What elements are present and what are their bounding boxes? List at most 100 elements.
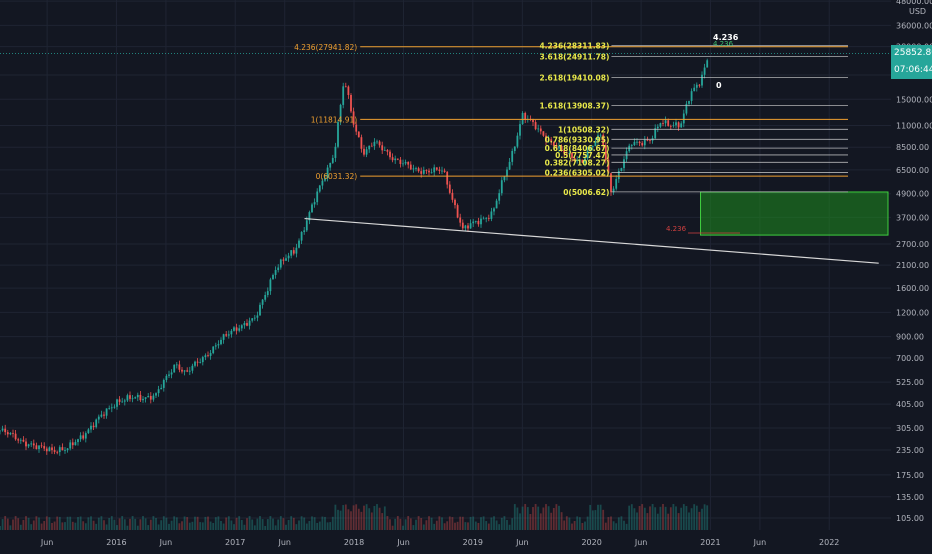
- candle-body: [420, 171, 423, 174]
- candle-body: [402, 163, 404, 165]
- volume-bar: [521, 506, 524, 530]
- volume-bar: [259, 516, 261, 530]
- candle-body: [144, 397, 147, 399]
- candle-body: [165, 375, 168, 380]
- candle-body: [238, 328, 241, 331]
- candle-body: [360, 137, 363, 149]
- volume-bar: [399, 518, 402, 530]
- candle-body: [6, 432, 9, 435]
- volume-bar: [235, 517, 238, 530]
- candle-body: [659, 123, 662, 127]
- candle-body: [404, 161, 407, 164]
- candle-body: [134, 397, 137, 399]
- candle-body: [95, 419, 98, 428]
- fib-level-label: 3.618(24911.78): [539, 52, 609, 61]
- volume-bar: [532, 507, 534, 530]
- candle-body: [656, 126, 659, 129]
- y-tick-label: 15000.00: [896, 95, 932, 104]
- candle-body: [638, 141, 641, 144]
- volume-bar: [568, 517, 571, 530]
- volume-bar: [222, 523, 225, 530]
- volume-bar: [381, 513, 384, 530]
- volume-bar: [490, 517, 493, 530]
- volume-bar: [298, 520, 300, 530]
- volume-bar: [84, 523, 87, 530]
- candle-body: [248, 320, 251, 326]
- candle-body: [490, 211, 493, 219]
- volume-bar: [493, 516, 495, 530]
- volume-bar: [92, 520, 95, 530]
- candle-body: [381, 145, 384, 151]
- volume-bar: [641, 504, 644, 530]
- candle-body: [425, 170, 428, 171]
- volume-bar: [97, 517, 100, 530]
- volume-bar: [69, 516, 72, 530]
- volume-bar: [485, 521, 488, 530]
- volume-bar: [675, 506, 677, 530]
- candle-body: [225, 334, 228, 336]
- volume-bar: [316, 522, 319, 530]
- volume-bar: [209, 521, 212, 530]
- volume-bar: [425, 520, 428, 530]
- volume-bar: [261, 519, 264, 530]
- volume-bar: [578, 517, 581, 530]
- candle-body: [30, 443, 33, 445]
- candle-body: [142, 398, 144, 401]
- volume-bar: [656, 513, 659, 530]
- candle-body: [285, 258, 287, 261]
- volume-bar: [571, 523, 573, 530]
- volume-bar: [638, 506, 641, 530]
- candle-body: [121, 401, 124, 403]
- volume-bar: [591, 510, 594, 530]
- candle-body: [113, 406, 116, 408]
- volume-bar: [545, 504, 547, 530]
- candle-body: [415, 168, 417, 170]
- x-tick-label: Jun: [40, 538, 54, 547]
- candle-body: [316, 191, 319, 203]
- candle-body: [662, 123, 664, 124]
- y-tick-label: 48000.00: [896, 0, 932, 6]
- volume-bar: [303, 517, 306, 530]
- volume-bar: [446, 521, 449, 530]
- target-zone-box: [700, 191, 889, 236]
- volume-bar: [136, 525, 139, 530]
- volume-bar: [194, 516, 196, 530]
- candle-body: [230, 330, 233, 335]
- candle-body: [690, 91, 693, 101]
- volume-bar: [318, 521, 321, 530]
- candle-body: [672, 125, 675, 127]
- volume-bar: [170, 520, 173, 530]
- volume-bar: [415, 519, 417, 530]
- candle-body: [620, 168, 623, 172]
- volume-bar: [300, 516, 303, 530]
- candle-body: [287, 255, 290, 259]
- candle-body: [667, 120, 670, 126]
- volume-bar: [615, 523, 618, 530]
- volume-bar: [66, 516, 69, 530]
- candle-body: [274, 270, 277, 275]
- volume-bar: [324, 516, 326, 530]
- candle-body: [243, 323, 246, 326]
- volume-bar: [438, 516, 441, 530]
- volume-bar: [633, 508, 636, 530]
- candle-body: [568, 152, 571, 155]
- chart-grid: [0, 0, 891, 530]
- candle-body: [58, 447, 61, 453]
- volume-bar: [331, 516, 334, 530]
- fib-level-label: 0.236(6305.02): [545, 168, 610, 177]
- candle-body: [443, 170, 446, 172]
- volume-bar: [391, 525, 394, 530]
- volume-bar: [695, 505, 698, 530]
- volume-bar: [589, 504, 592, 530]
- candle-body: [545, 135, 547, 142]
- candle-body: [324, 178, 326, 181]
- volume-bar: [365, 504, 368, 530]
- price-axis: 48000.0036000.0028000.0020000.0015000.00…: [891, 0, 932, 550]
- volume-bar: [555, 504, 558, 530]
- x-tick-label: Jun: [753, 538, 767, 547]
- candle-body: [337, 122, 339, 147]
- candle-body: [1, 428, 4, 431]
- volume-bar: [123, 519, 126, 530]
